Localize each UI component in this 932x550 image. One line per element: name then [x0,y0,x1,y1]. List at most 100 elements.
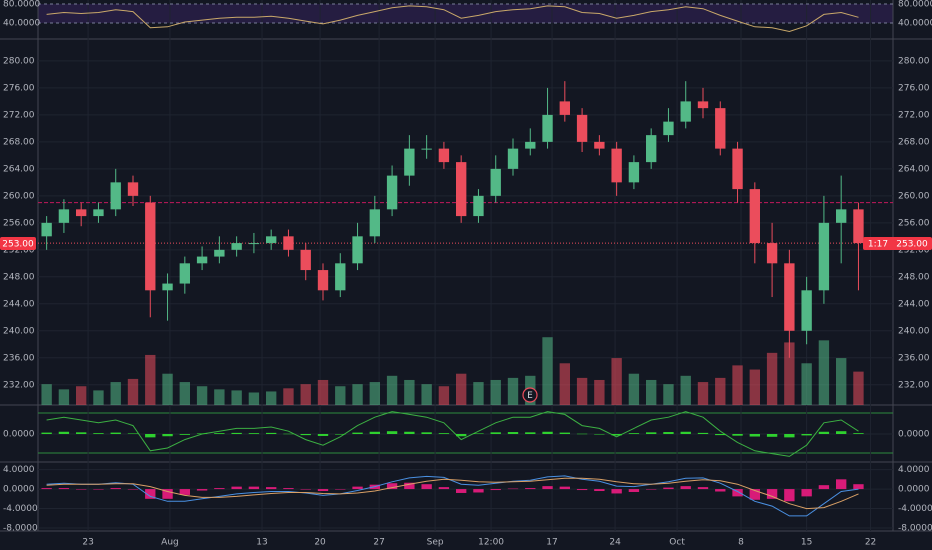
histogram-bar [404,431,415,434]
x-tick-label: 15 [801,538,812,548]
histogram-bar [732,489,743,497]
volume-bar [248,392,260,405]
candle-body [542,114,553,142]
histogram-bar [594,434,605,435]
y-tick-label: 268.00 [898,137,930,147]
candle-body [317,270,329,291]
x-tick-label: Aug [161,538,179,548]
candle-body [525,141,536,149]
candle-body [473,195,484,217]
y-tick-label: -8.0000 [3,524,38,534]
volume-bar [352,384,363,405]
countdown: 1:17 [868,240,888,250]
candle-body [110,182,121,210]
histogram-bar [628,433,640,434]
y-tick-label: 40.0000 [3,18,40,28]
volume-bar [369,382,380,405]
candle-body [628,162,640,183]
candle-body [76,209,87,217]
histogram-bar [93,433,104,434]
volume-bar [784,342,795,405]
volume-bar [76,386,87,405]
volume-bar [214,389,225,405]
volume-bar [559,363,570,405]
y-tick-label: 280.00 [3,56,35,66]
volume-bar [715,377,726,405]
y-tick-label: 232.00 [898,380,930,390]
histogram-bar [335,489,346,490]
candle-body [784,263,795,331]
indicator-line [46,477,859,510]
histogram-bar [559,432,570,434]
histogram-bar [818,431,830,434]
x-tick-label: Oct [669,538,685,548]
volume-bar [576,377,588,405]
candle-body [266,236,277,244]
histogram-bar [576,489,588,491]
histogram-bar [421,484,432,490]
y-tick-label: 264.00 [3,164,35,174]
volume-bar [145,354,156,405]
histogram-bar [58,431,70,434]
volume-bar [680,375,691,405]
volume-bar [836,358,847,405]
histogram-bar [525,432,536,434]
candle-body [749,189,760,244]
y-tick-label: 0.0000 [898,485,930,495]
histogram-bar [628,489,640,492]
histogram-bar [766,434,778,437]
histogram-bar [801,434,812,436]
histogram-bar [646,432,657,434]
histogram-bar [542,431,553,434]
histogram-bar [317,489,329,492]
candle-body [438,148,450,163]
histogram-bar [542,486,553,490]
candle-body [93,209,104,217]
x-tick-label: 27 [373,538,384,548]
volume-bar [456,373,467,405]
candle-body [853,209,864,244]
x-tick-label: 13 [256,538,267,548]
x-tick-label: 24 [609,538,621,548]
volume-bar [58,389,70,405]
histogram-bar [715,434,726,436]
y-tick-label: 268.00 [3,137,35,147]
y-tick-label: 256.00 [3,218,35,228]
indicator-line [46,475,859,517]
y-tick-label: 244.00 [898,299,930,309]
candle-body [127,182,139,196]
histogram-bar [179,489,190,495]
candle-body [58,209,70,223]
price-badge [863,237,932,250]
y-tick-label: 260.00 [3,191,35,201]
y-tick-label: 264.00 [898,164,930,174]
volume-bar [438,386,450,405]
volume-bar [611,358,622,405]
volume-bar [196,386,208,405]
histogram-bar [283,433,294,435]
y-tick-label: 232.00 [3,380,35,390]
price-badge-text: 253.00 [896,240,928,250]
histogram-bar [766,489,778,499]
histogram-bar [110,432,121,434]
volume-bar [266,391,277,405]
histogram-bar [127,433,139,434]
candle-body [300,249,311,271]
y-tick-label: 80.0000 [3,0,40,9]
histogram-bar [473,433,484,434]
histogram-bar [818,485,830,490]
y-tick-label: 272.00 [3,110,35,120]
candle-body [386,175,398,210]
histogram-bar [784,434,795,438]
histogram-bar [836,479,847,490]
candle-body [646,135,657,163]
price-badge [0,237,36,250]
volume-bar [317,379,329,405]
histogram-bar [680,431,691,434]
histogram-bar [369,431,380,434]
histogram-bar [663,432,674,434]
y-tick-label: 252.00 [3,245,35,255]
histogram-bar [162,434,173,437]
y-tick-label: 236.00 [898,353,930,363]
